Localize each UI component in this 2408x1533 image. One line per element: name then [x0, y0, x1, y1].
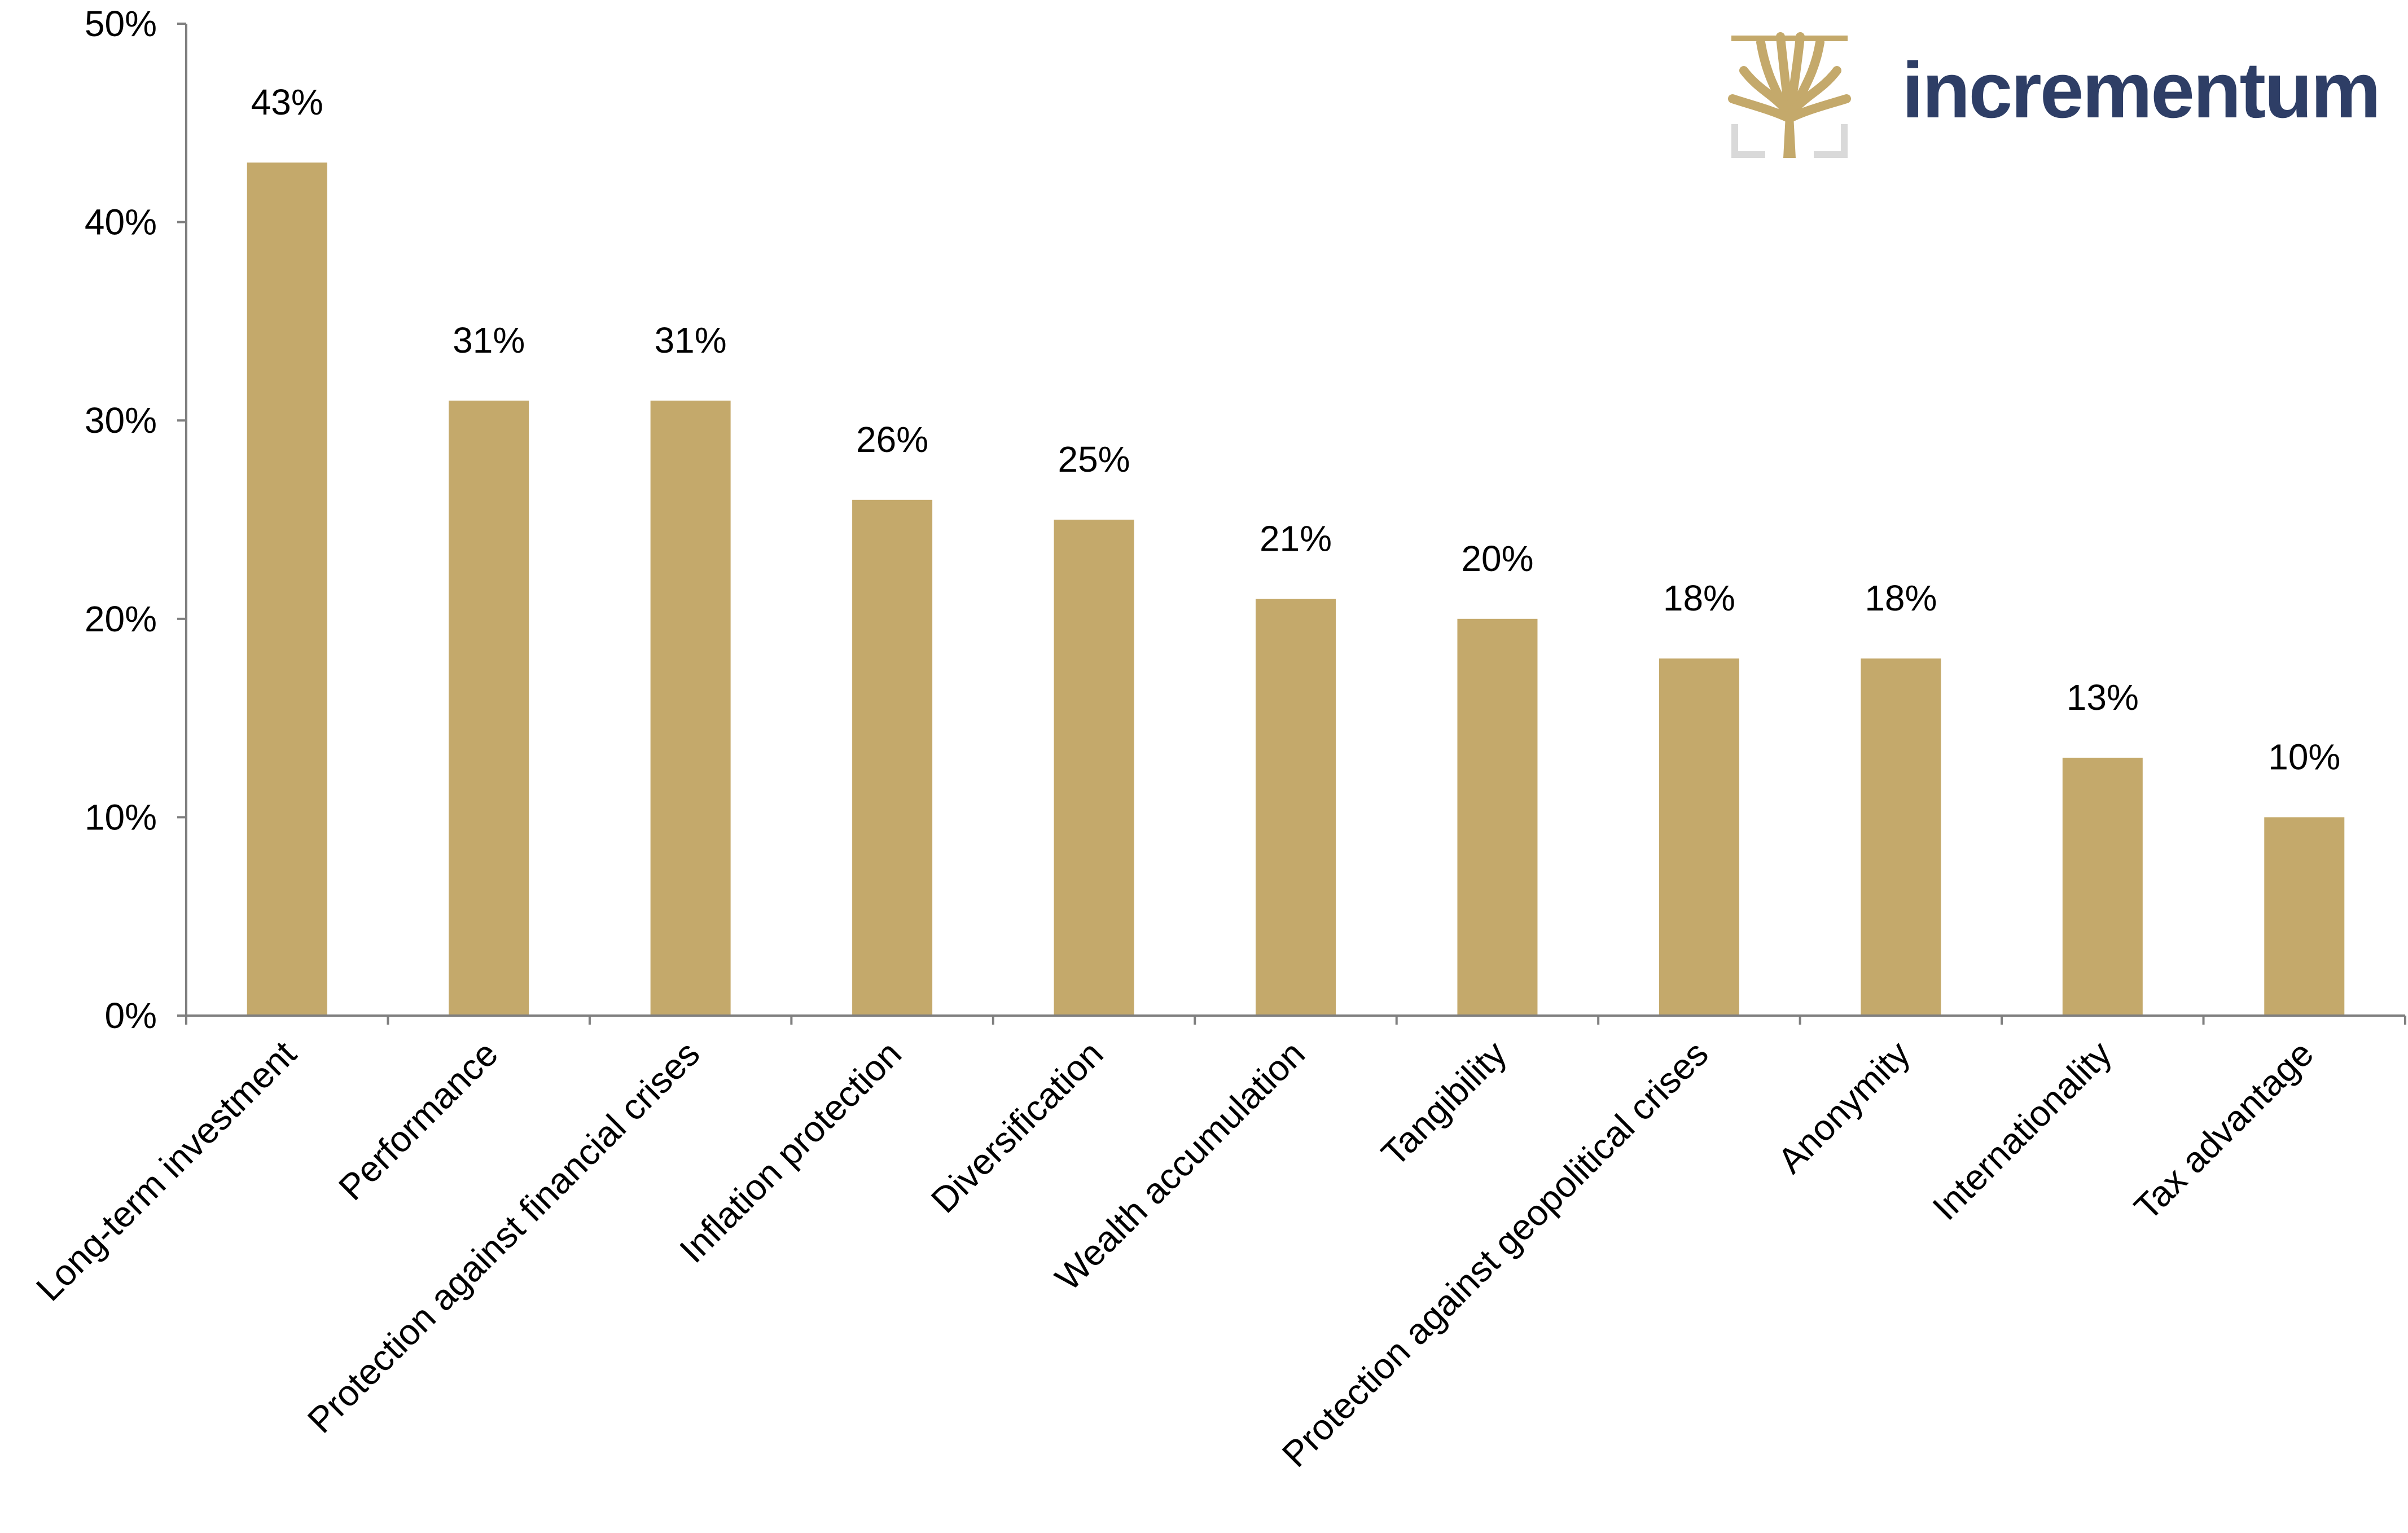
x-tick-label: Internationality	[1924, 1033, 2119, 1228]
y-tick-label: 50%	[85, 3, 157, 44]
data-label: 20%	[1461, 538, 1533, 579]
x-axis: Long-term investment PerformanceProtectio…	[28, 1014, 2406, 1475]
y-tick-label: 10%	[85, 797, 157, 837]
bar	[1659, 658, 1739, 1016]
incrementum-logo	[1727, 31, 2387, 166]
bar	[1054, 520, 1134, 1016]
data-label: 25%	[1058, 439, 1130, 480]
bar	[852, 499, 933, 1016]
y-tick-label: 40%	[85, 202, 157, 243]
bar	[1457, 618, 1538, 1016]
x-tick-label: Anonymity	[1770, 1033, 1918, 1181]
value-labels: 43% 31% 31% 26% 25% 21% 20% 18% 18% 13% 10%	[251, 82, 2341, 777]
y-tick-label: 0%	[105, 995, 157, 1036]
data-label: 31%	[453, 320, 525, 361]
x-tick-label: Tax advantage	[2126, 1033, 2321, 1228]
x-tick-label: Inflation protection	[672, 1033, 909, 1271]
data-label: 26%	[856, 419, 928, 460]
bar	[1256, 599, 1336, 1016]
bar	[1861, 658, 1941, 1016]
data-label: 21%	[1260, 519, 1332, 559]
data-label: 10%	[2268, 736, 2340, 777]
bar	[2264, 817, 2345, 1016]
x-tick-label: Protection against financial crises	[300, 1033, 708, 1441]
bar	[247, 162, 327, 1016]
x-tick-label: Diversification	[923, 1033, 1111, 1221]
brand-name: incrementum	[1902, 46, 2381, 134]
bar	[650, 401, 731, 1016]
y-tick-label: 30%	[85, 400, 157, 441]
data-label: 13%	[2067, 677, 2139, 718]
bars	[247, 162, 2345, 1016]
data-label: 18%	[1663, 578, 1735, 618]
tree-icon	[1728, 32, 1851, 158]
data-label: 31%	[655, 320, 727, 361]
bar	[449, 401, 529, 1016]
data-label: 18%	[1865, 578, 1937, 618]
y-tick-label: 20%	[85, 599, 157, 639]
bar	[2062, 757, 2143, 1016]
x-tick-label: Protection against geopolitical crises	[1274, 1033, 1716, 1475]
data-label: 43%	[251, 82, 323, 122]
x-tick-label: Performance	[331, 1033, 506, 1208]
y-axis: 0% 10% 20% 30% 40% 50%	[85, 3, 187, 1036]
x-tick-label: Tangibility	[1374, 1033, 1515, 1174]
x-tick-label: Long-term investment	[28, 1033, 304, 1309]
